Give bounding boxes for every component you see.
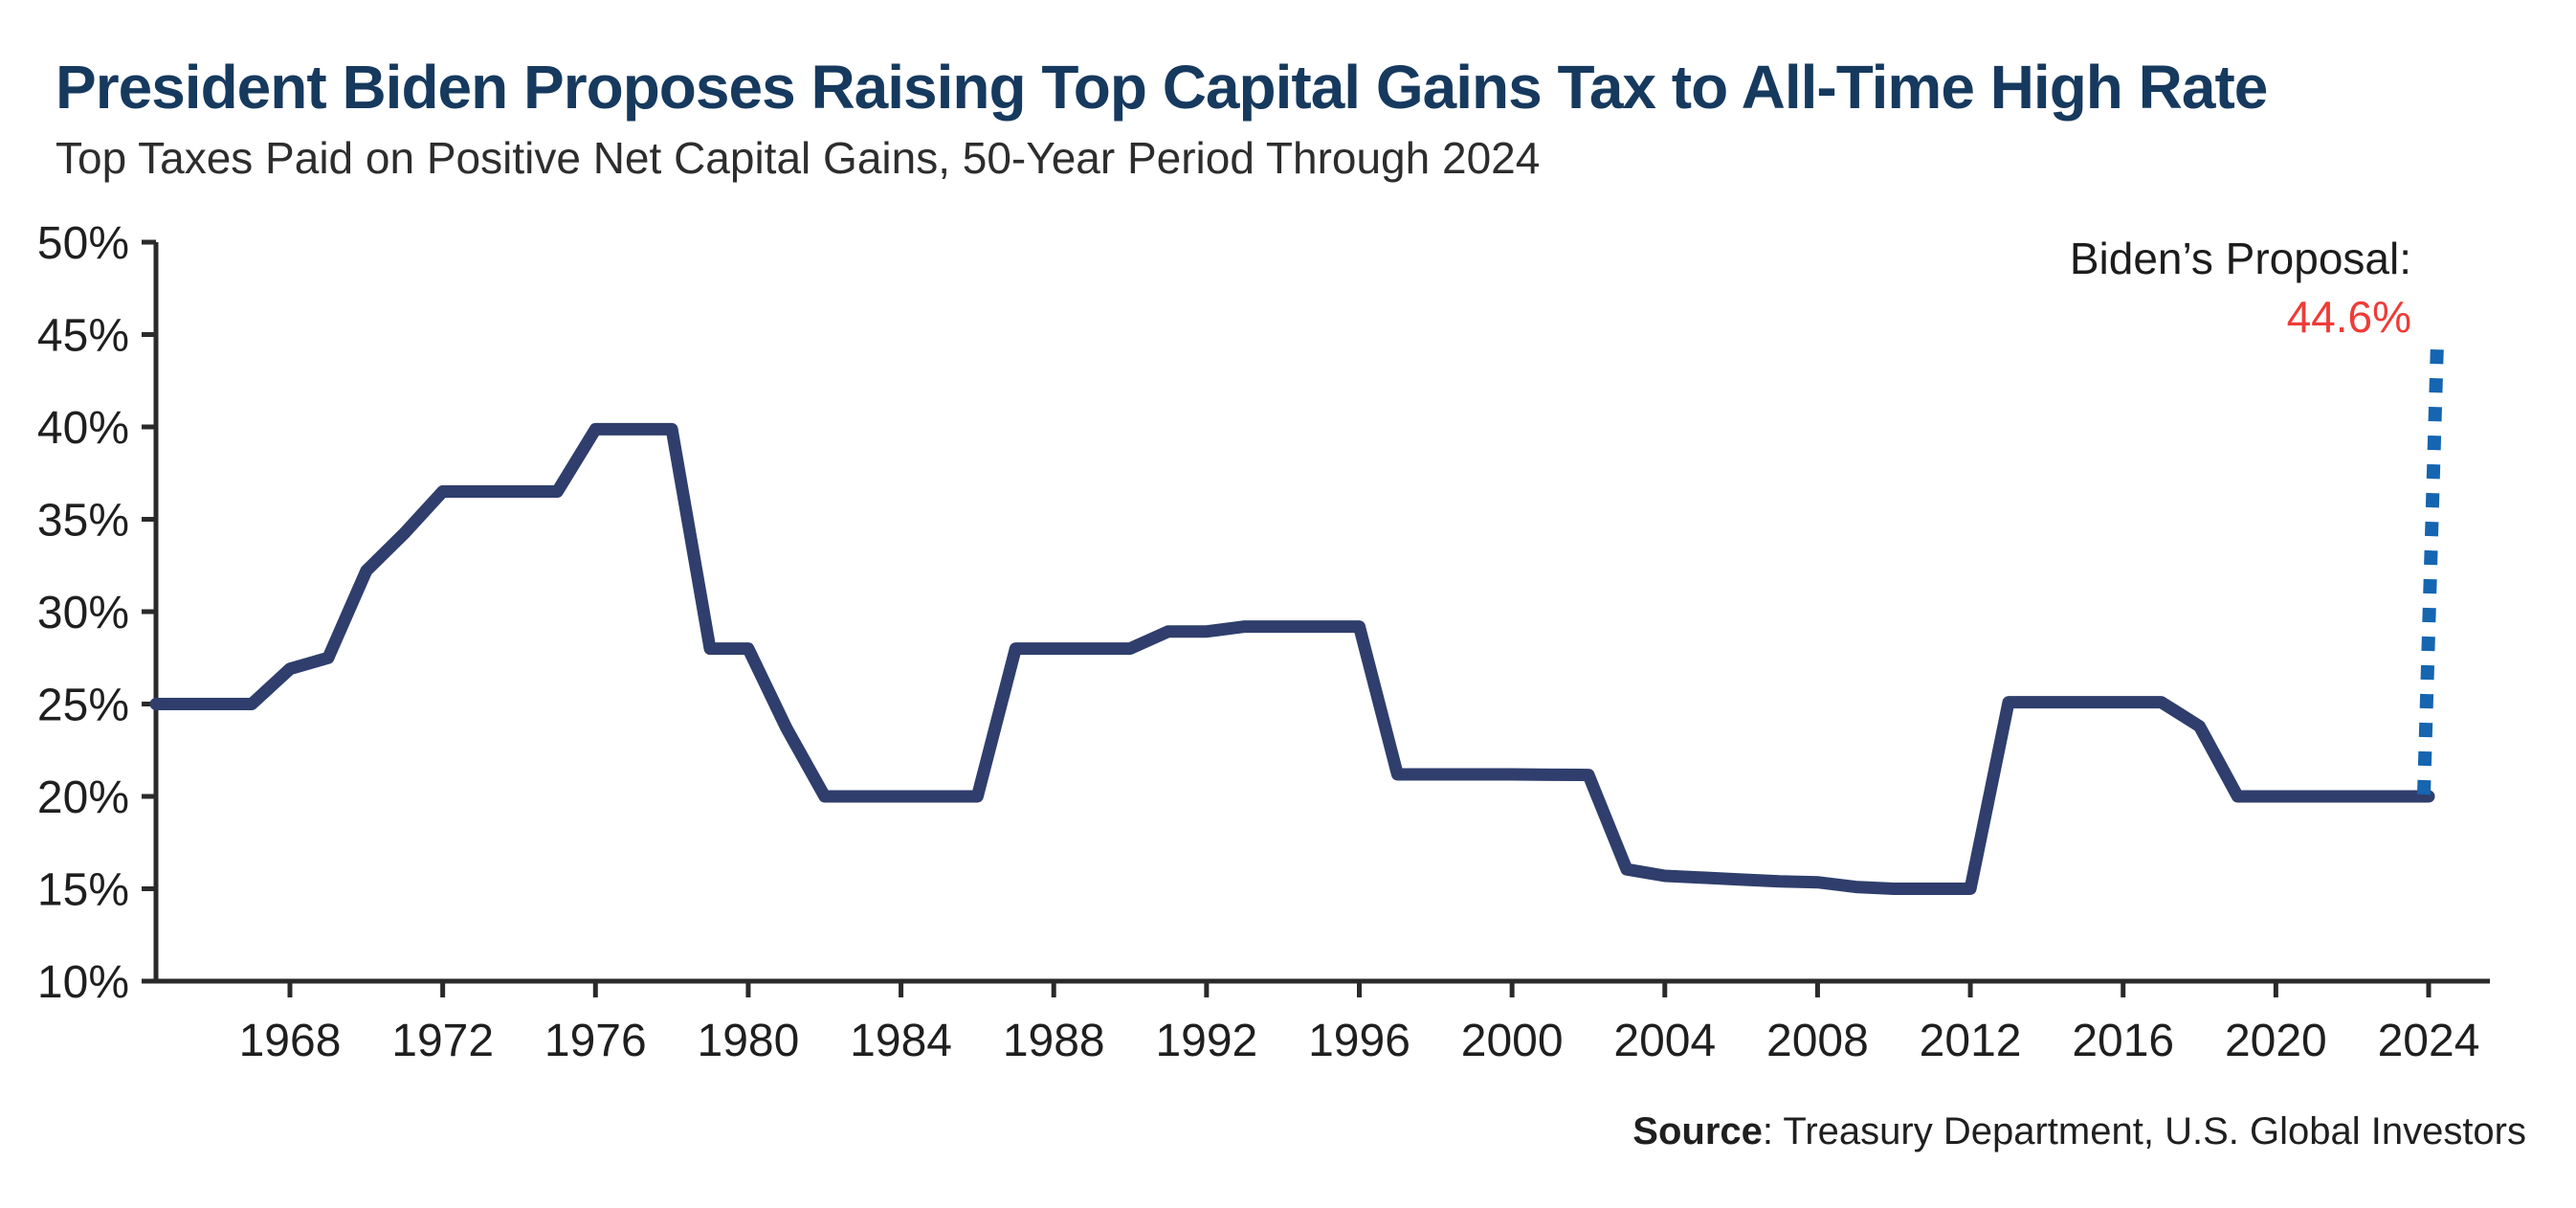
- x-tick-label: 1980: [698, 1016, 800, 1066]
- source-label-text: : Treasury Department, U.S. Global Inves…: [1762, 1110, 2526, 1152]
- x-tick-label: 1968: [239, 1016, 342, 1066]
- x-tick-label: 1976: [544, 1016, 647, 1066]
- y-tick-label: 35%: [37, 496, 129, 547]
- axes: [153, 242, 2490, 984]
- proposal-dotted-line: [2417, 342, 2444, 795]
- biden-proposal-label: Biden’s Proposal:: [2069, 234, 2411, 283]
- x-tick-label: 2016: [2072, 1016, 2174, 1066]
- biden-proposal-annotation: Biden’s Proposal: 44.6%: [2070, 230, 2411, 347]
- source-credit: Source: Treasury Department, U.S. Global…: [1632, 1110, 2526, 1153]
- x-tick-label: 1972: [391, 1016, 494, 1066]
- y-tick-label: 15%: [37, 865, 129, 916]
- x-tick-label: 2008: [1766, 1016, 1869, 1066]
- y-tick-label: 10%: [37, 957, 129, 1008]
- x-tick-label: 2000: [1461, 1016, 1564, 1066]
- source-label-bold: Source: [1632, 1110, 1763, 1152]
- y-tick-label: 20%: [37, 772, 129, 823]
- y-tick-label: 25%: [37, 681, 129, 731]
- y-tick-label: 45%: [37, 311, 129, 362]
- y-tick-label: 30%: [37, 588, 129, 638]
- y-tick-label: 50%: [37, 218, 129, 269]
- biden-proposal-value: 44.6%: [2286, 292, 2411, 342]
- x-tick-label: 1984: [850, 1016, 952, 1066]
- x-tick-label: 1992: [1155, 1016, 1257, 1066]
- x-tick-label: 2024: [2378, 1016, 2480, 1066]
- chart-title: President Biden Proposes Raising Top Cap…: [56, 53, 2268, 122]
- tax-rate-line: [149, 422, 2435, 895]
- x-tick-label: 2020: [2225, 1016, 2327, 1066]
- x-tick-label: 1988: [1003, 1016, 1105, 1066]
- chart-subtitle: Top Taxes Paid on Positive Net Capital G…: [56, 133, 1541, 183]
- y-tick-label: 40%: [37, 403, 129, 454]
- x-tick-label: 2004: [1613, 1016, 1716, 1066]
- x-tick-label: 1996: [1308, 1016, 1410, 1066]
- x-tick-label: 2012: [1920, 1016, 2022, 1066]
